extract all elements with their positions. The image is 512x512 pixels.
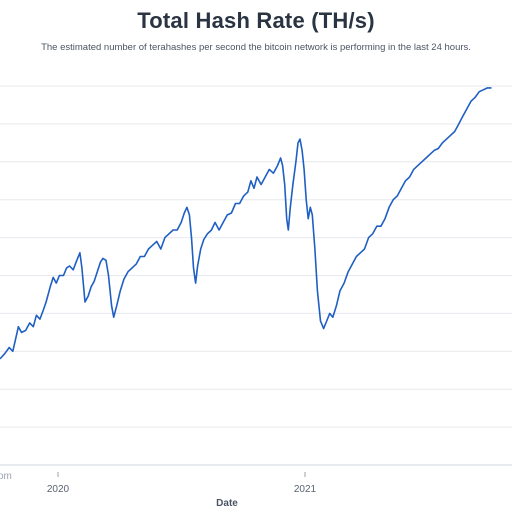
chart-title: Total Hash Rate (TH/s) [137, 8, 375, 33]
x-axis-title: Date [216, 498, 238, 509]
chart-subtitle: The estimated number of terahashes per s… [41, 42, 471, 53]
series-layer [0, 87, 492, 360]
x-axis-ticks: 2020 2021 [47, 472, 317, 495]
x-tick-label-2021: 2021 [294, 484, 317, 495]
source-watermark: om [0, 471, 12, 482]
gridlines [0, 85, 512, 428]
x-tick-label-2020: 2020 [47, 484, 70, 495]
series-line [0, 87, 492, 360]
